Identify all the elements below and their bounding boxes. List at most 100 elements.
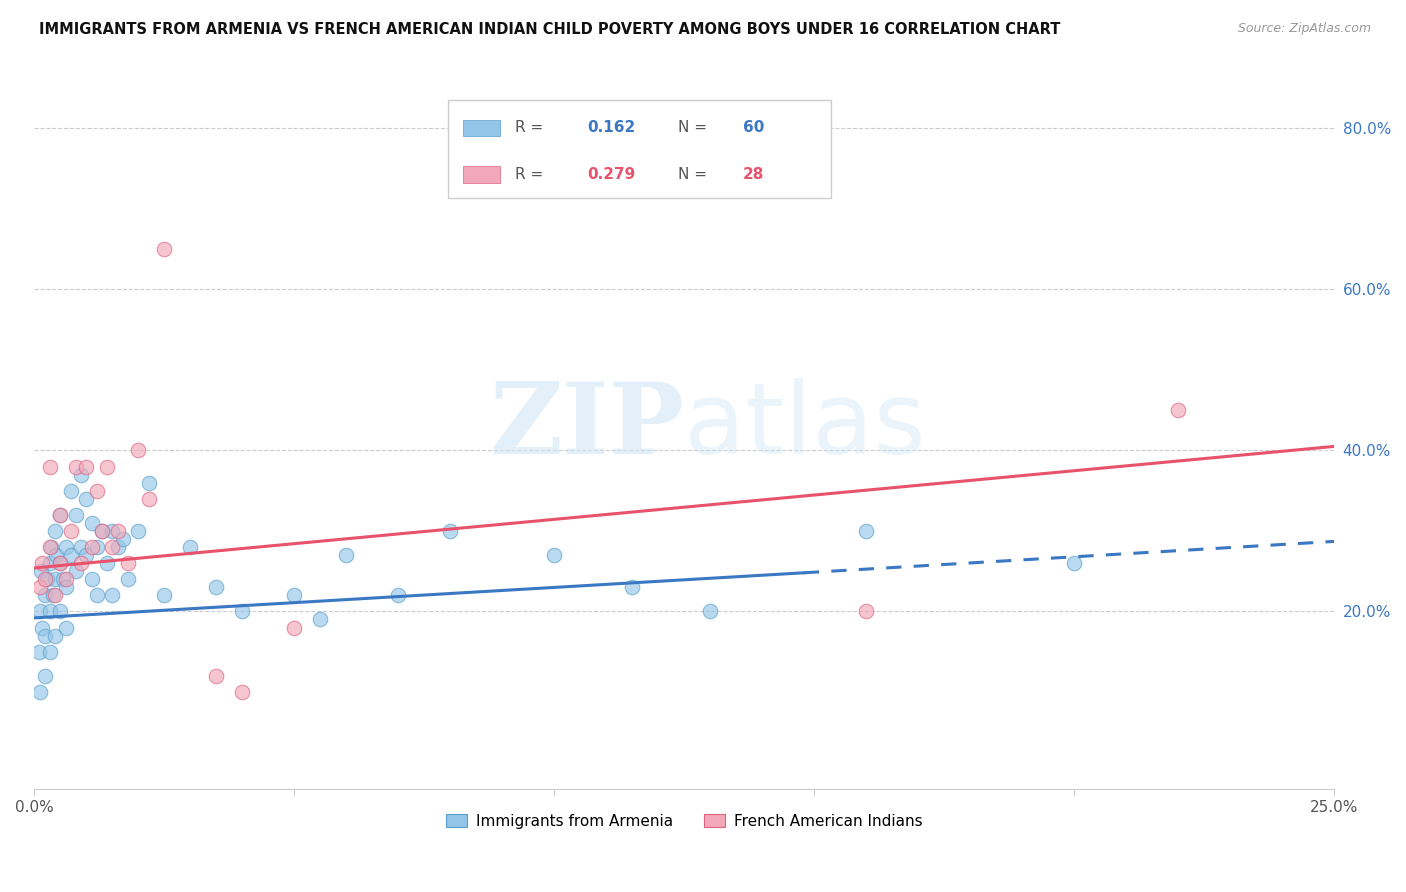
Point — [49, 556, 72, 570]
Point — [59, 483, 82, 498]
Point — [45, 548, 67, 562]
Point — [34, 669, 56, 683]
Point — [1063, 556, 1085, 570]
Point — [91, 524, 114, 538]
Text: R =: R = — [515, 120, 548, 136]
Point — [117, 572, 139, 586]
Text: N =: N = — [678, 167, 711, 182]
Text: 28: 28 — [742, 167, 763, 182]
Point — [205, 580, 228, 594]
Point — [75, 459, 97, 474]
Point — [49, 556, 72, 570]
Point — [80, 540, 103, 554]
Point — [39, 540, 62, 554]
Point — [86, 540, 108, 554]
Point — [387, 588, 409, 602]
Point — [31, 556, 53, 570]
Point — [65, 508, 87, 522]
Point — [55, 580, 77, 594]
Point — [101, 540, 124, 554]
Point — [70, 556, 93, 570]
Point — [179, 540, 201, 554]
Text: 0.279: 0.279 — [586, 167, 636, 182]
Text: Source: ZipAtlas.com: Source: ZipAtlas.com — [1237, 22, 1371, 36]
Point — [138, 475, 160, 490]
Point — [80, 572, 103, 586]
Point — [39, 604, 62, 618]
Point — [55, 621, 77, 635]
Point — [117, 556, 139, 570]
Point — [96, 459, 118, 474]
Point — [101, 524, 124, 538]
Point — [41, 588, 63, 602]
Point — [439, 524, 461, 538]
Legend: Immigrants from Armenia, French American Indians: Immigrants from Armenia, French American… — [440, 808, 929, 835]
FancyBboxPatch shape — [464, 120, 499, 136]
Point — [205, 669, 228, 683]
FancyBboxPatch shape — [447, 100, 831, 198]
Point — [283, 588, 305, 602]
Point — [96, 556, 118, 570]
Point — [49, 508, 72, 522]
Point — [855, 604, 877, 618]
Point — [34, 572, 56, 586]
Point — [59, 548, 82, 562]
Text: 0.162: 0.162 — [586, 120, 636, 136]
Point — [65, 459, 87, 474]
Point — [27, 645, 49, 659]
Point — [52, 572, 75, 586]
Point — [86, 588, 108, 602]
Point — [28, 685, 51, 699]
Point — [70, 467, 93, 482]
Point — [65, 564, 87, 578]
Point — [283, 621, 305, 635]
Point — [127, 443, 149, 458]
Point — [101, 588, 124, 602]
Point — [231, 685, 253, 699]
Point — [75, 491, 97, 506]
Point — [111, 532, 134, 546]
Point — [44, 572, 66, 586]
Point — [153, 588, 176, 602]
Text: 60: 60 — [742, 120, 763, 136]
Point — [127, 524, 149, 538]
Point — [91, 524, 114, 538]
Point — [138, 491, 160, 506]
Text: R =: R = — [515, 167, 548, 182]
Point — [855, 524, 877, 538]
Point — [75, 548, 97, 562]
Point — [80, 516, 103, 530]
Point — [30, 564, 52, 578]
Point — [44, 629, 66, 643]
Point — [37, 572, 59, 586]
FancyBboxPatch shape — [464, 167, 499, 183]
Point — [86, 483, 108, 498]
Text: N =: N = — [678, 120, 711, 136]
Point — [699, 604, 721, 618]
Point — [153, 242, 176, 256]
Point — [621, 580, 644, 594]
Point — [39, 556, 62, 570]
Point — [70, 540, 93, 554]
Point — [107, 524, 129, 538]
Point — [28, 580, 51, 594]
Point — [39, 459, 62, 474]
Text: IMMIGRANTS FROM ARMENIA VS FRENCH AMERICAN INDIAN CHILD POVERTY AMONG BOYS UNDER: IMMIGRANTS FROM ARMENIA VS FRENCH AMERIC… — [39, 22, 1060, 37]
Text: ZIP: ZIP — [489, 378, 685, 475]
Point — [59, 524, 82, 538]
Point — [107, 540, 129, 554]
Point — [55, 540, 77, 554]
Point — [28, 604, 51, 618]
Point — [335, 548, 357, 562]
Point — [39, 540, 62, 554]
Point — [309, 612, 332, 626]
Point — [543, 548, 565, 562]
Text: atlas: atlas — [685, 378, 927, 475]
Point — [231, 604, 253, 618]
Point — [55, 572, 77, 586]
Point — [49, 508, 72, 522]
Point — [1167, 403, 1189, 417]
Point — [34, 588, 56, 602]
Point — [31, 621, 53, 635]
Point — [34, 629, 56, 643]
